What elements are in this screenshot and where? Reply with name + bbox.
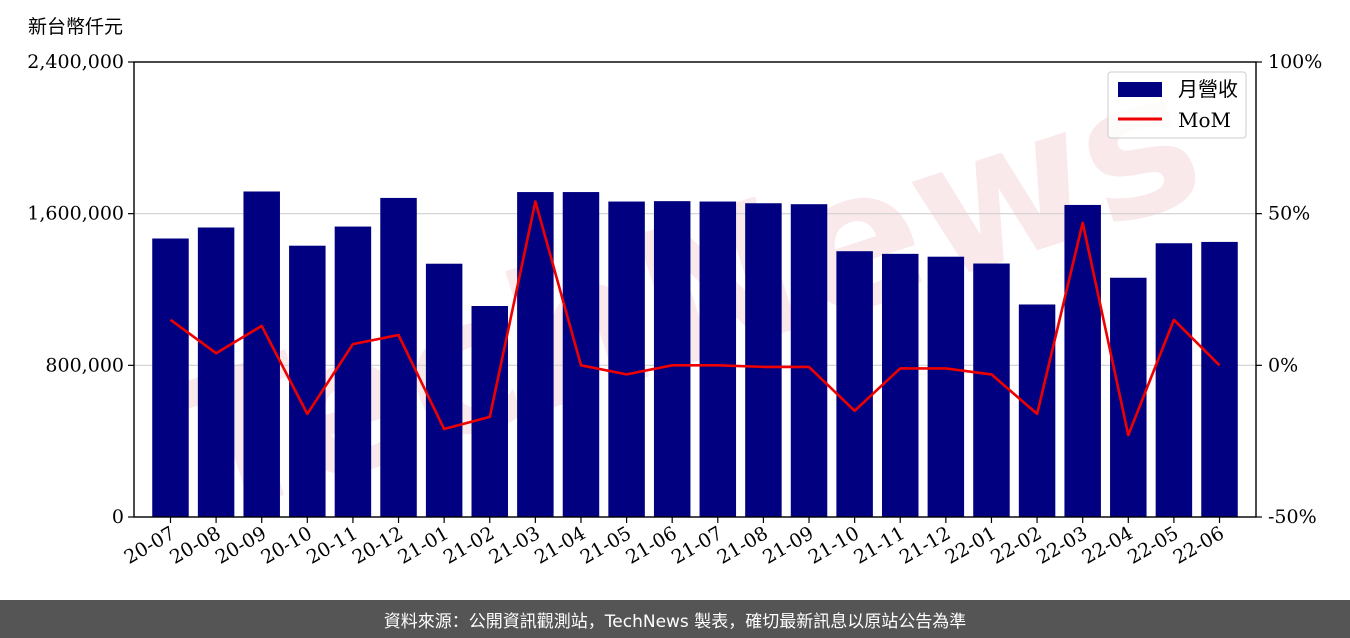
bar — [653, 201, 691, 517]
bar — [517, 192, 554, 517]
bar — [562, 192, 600, 517]
x-tick-label: 21-10 — [805, 522, 863, 568]
bar — [289, 245, 326, 518]
bar-series — [152, 191, 1238, 518]
bar — [243, 191, 280, 517]
legend: 月營收 MoM — [1107, 71, 1247, 139]
bar — [699, 201, 737, 518]
right-tick-label: -50% — [1268, 506, 1317, 528]
x-tick-label: 22-04 — [1078, 522, 1136, 568]
bar — [334, 226, 372, 517]
x-tick-label: 21-05 — [577, 522, 635, 568]
bar — [927, 256, 965, 517]
bar — [836, 251, 873, 517]
bar — [973, 263, 1010, 517]
x-tick-label: 22-03 — [1033, 522, 1091, 568]
x-tick-label: 21-11 — [850, 522, 908, 568]
source-footer: 資料來源：公開資訊觀測站，TechNews 製表，確切最新訊息以原站公告為準 — [0, 600, 1350, 638]
x-tick-label: 21-07 — [668, 522, 726, 568]
bar — [1064, 204, 1101, 517]
legend-label-mom: MoM — [1178, 108, 1231, 132]
bar — [882, 253, 919, 517]
x-tick-label: 20-12 — [349, 522, 407, 568]
x-tick-label: 22-02 — [987, 522, 1045, 568]
left-tick-label: 0 — [112, 506, 124, 528]
left-tick-label: 800,000 — [45, 354, 124, 376]
x-tick-label: 22-01 — [942, 522, 1000, 568]
x-tick-label: 22-05 — [1124, 522, 1182, 568]
right-tick-label: 100% — [1268, 51, 1322, 73]
mom-line-series — [169, 200, 1221, 437]
x-tick-label: 21-06 — [622, 522, 680, 568]
x-tick-label: 20-08 — [166, 522, 224, 568]
right-tick-label: 0% — [1268, 354, 1298, 376]
x-tick-label: 20-07 — [121, 522, 179, 568]
mom-line — [169, 200, 1221, 437]
bar — [745, 203, 782, 518]
y-unit-label: 新台幣仟元 — [28, 16, 123, 38]
plot-frame — [133, 61, 1257, 518]
left-tick-label: 2,400,000 — [27, 51, 124, 73]
x-tick-label: 21-02 — [440, 522, 498, 568]
x-tick-label: 21-08 — [713, 522, 771, 568]
right-tick-label: 50% — [1268, 203, 1310, 225]
bar — [608, 201, 645, 518]
legend-label-revenue: 月營收 — [1178, 77, 1238, 101]
bar — [380, 197, 417, 517]
bar — [197, 227, 235, 517]
x-tick-label: 21-03 — [485, 522, 543, 568]
x-tick-label: 21-01 — [394, 522, 452, 568]
revenue-chart: TechNews 新台幣仟元 0800,0001,600,0002,400,00… — [27, 16, 1322, 569]
x-tick-label: 22-06 — [1170, 522, 1228, 568]
x-tick-label: 21-04 — [531, 522, 589, 568]
bar — [152, 238, 189, 518]
bar — [1155, 243, 1193, 517]
bar — [790, 204, 828, 517]
x-tick-label: 21-09 — [759, 522, 817, 568]
bar — [1110, 277, 1147, 517]
bar — [425, 263, 463, 517]
x-tick-label: 21-12 — [896, 522, 954, 568]
legend-bar-swatch — [1118, 82, 1162, 97]
left-tick-label: 1,600,000 — [27, 203, 124, 225]
bar — [1201, 241, 1238, 517]
